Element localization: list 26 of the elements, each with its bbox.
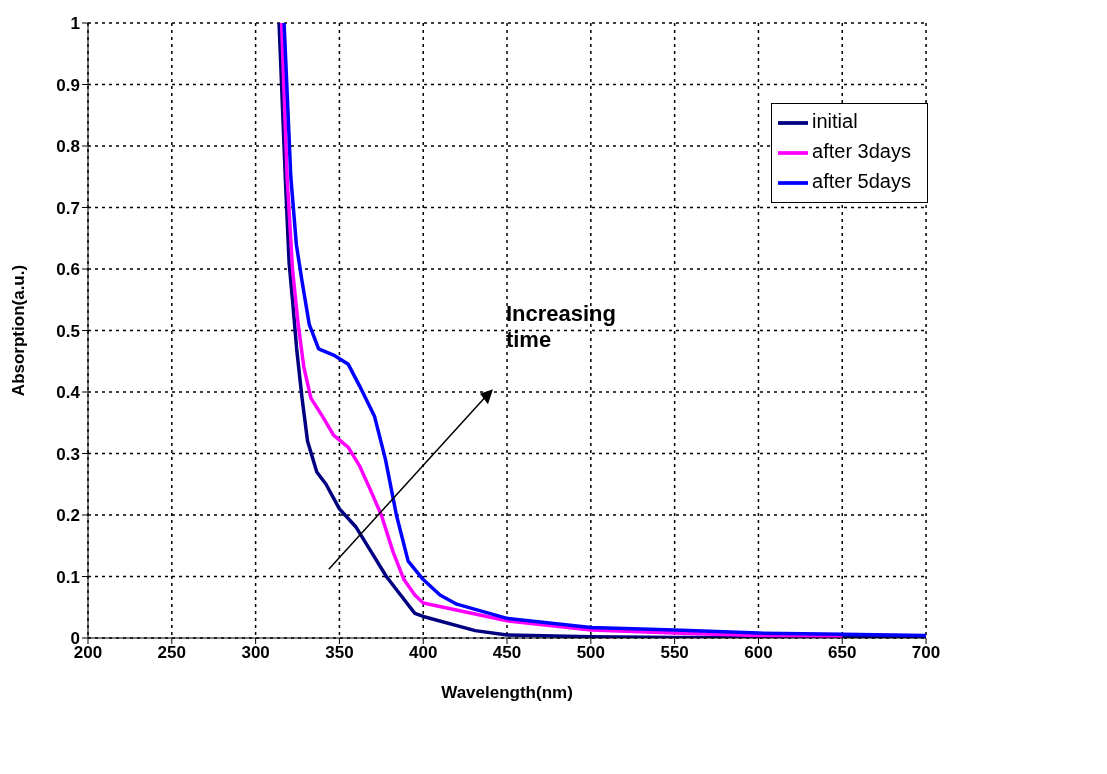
x-tick-label: 650	[828, 643, 857, 663]
y-tick-label: 0.9	[56, 75, 80, 95]
x-tick-label: 700	[911, 643, 941, 663]
x-tick-label: 250	[157, 643, 186, 663]
y-tick-label: 0.8	[56, 137, 80, 157]
x-tick-label: 350	[325, 643, 354, 663]
legend-label: initial	[812, 110, 858, 133]
annotation: Increasing time	[505, 301, 617, 354]
y-tick-label: 0.1	[56, 567, 80, 587]
y-tick-label: 0.4	[56, 383, 81, 403]
x-tick-label: 400	[409, 643, 438, 663]
x-axis-title: Wavelength(nm)	[441, 683, 573, 702]
legend-label: after 5days	[812, 170, 911, 193]
y-tick-label: 0.6	[56, 260, 80, 280]
y-tick-label: 0.3	[56, 444, 80, 464]
x-tick-label: 600	[744, 643, 773, 663]
legend-label: after 3days	[812, 140, 911, 163]
y-axis-title: Absorption(a.u.)	[9, 264, 29, 397]
y-tick-label: 0.7	[56, 198, 80, 218]
x-tick-label: 500	[576, 643, 606, 663]
x-tick-label: 300	[241, 643, 270, 663]
x-tick-label: 550	[660, 643, 689, 663]
y-tick-label: 1	[70, 14, 80, 34]
x-tick-label: 450	[492, 643, 522, 663]
y-tick-label: 0.2	[56, 506, 80, 526]
y-tick-label: 0.5	[56, 321, 80, 341]
